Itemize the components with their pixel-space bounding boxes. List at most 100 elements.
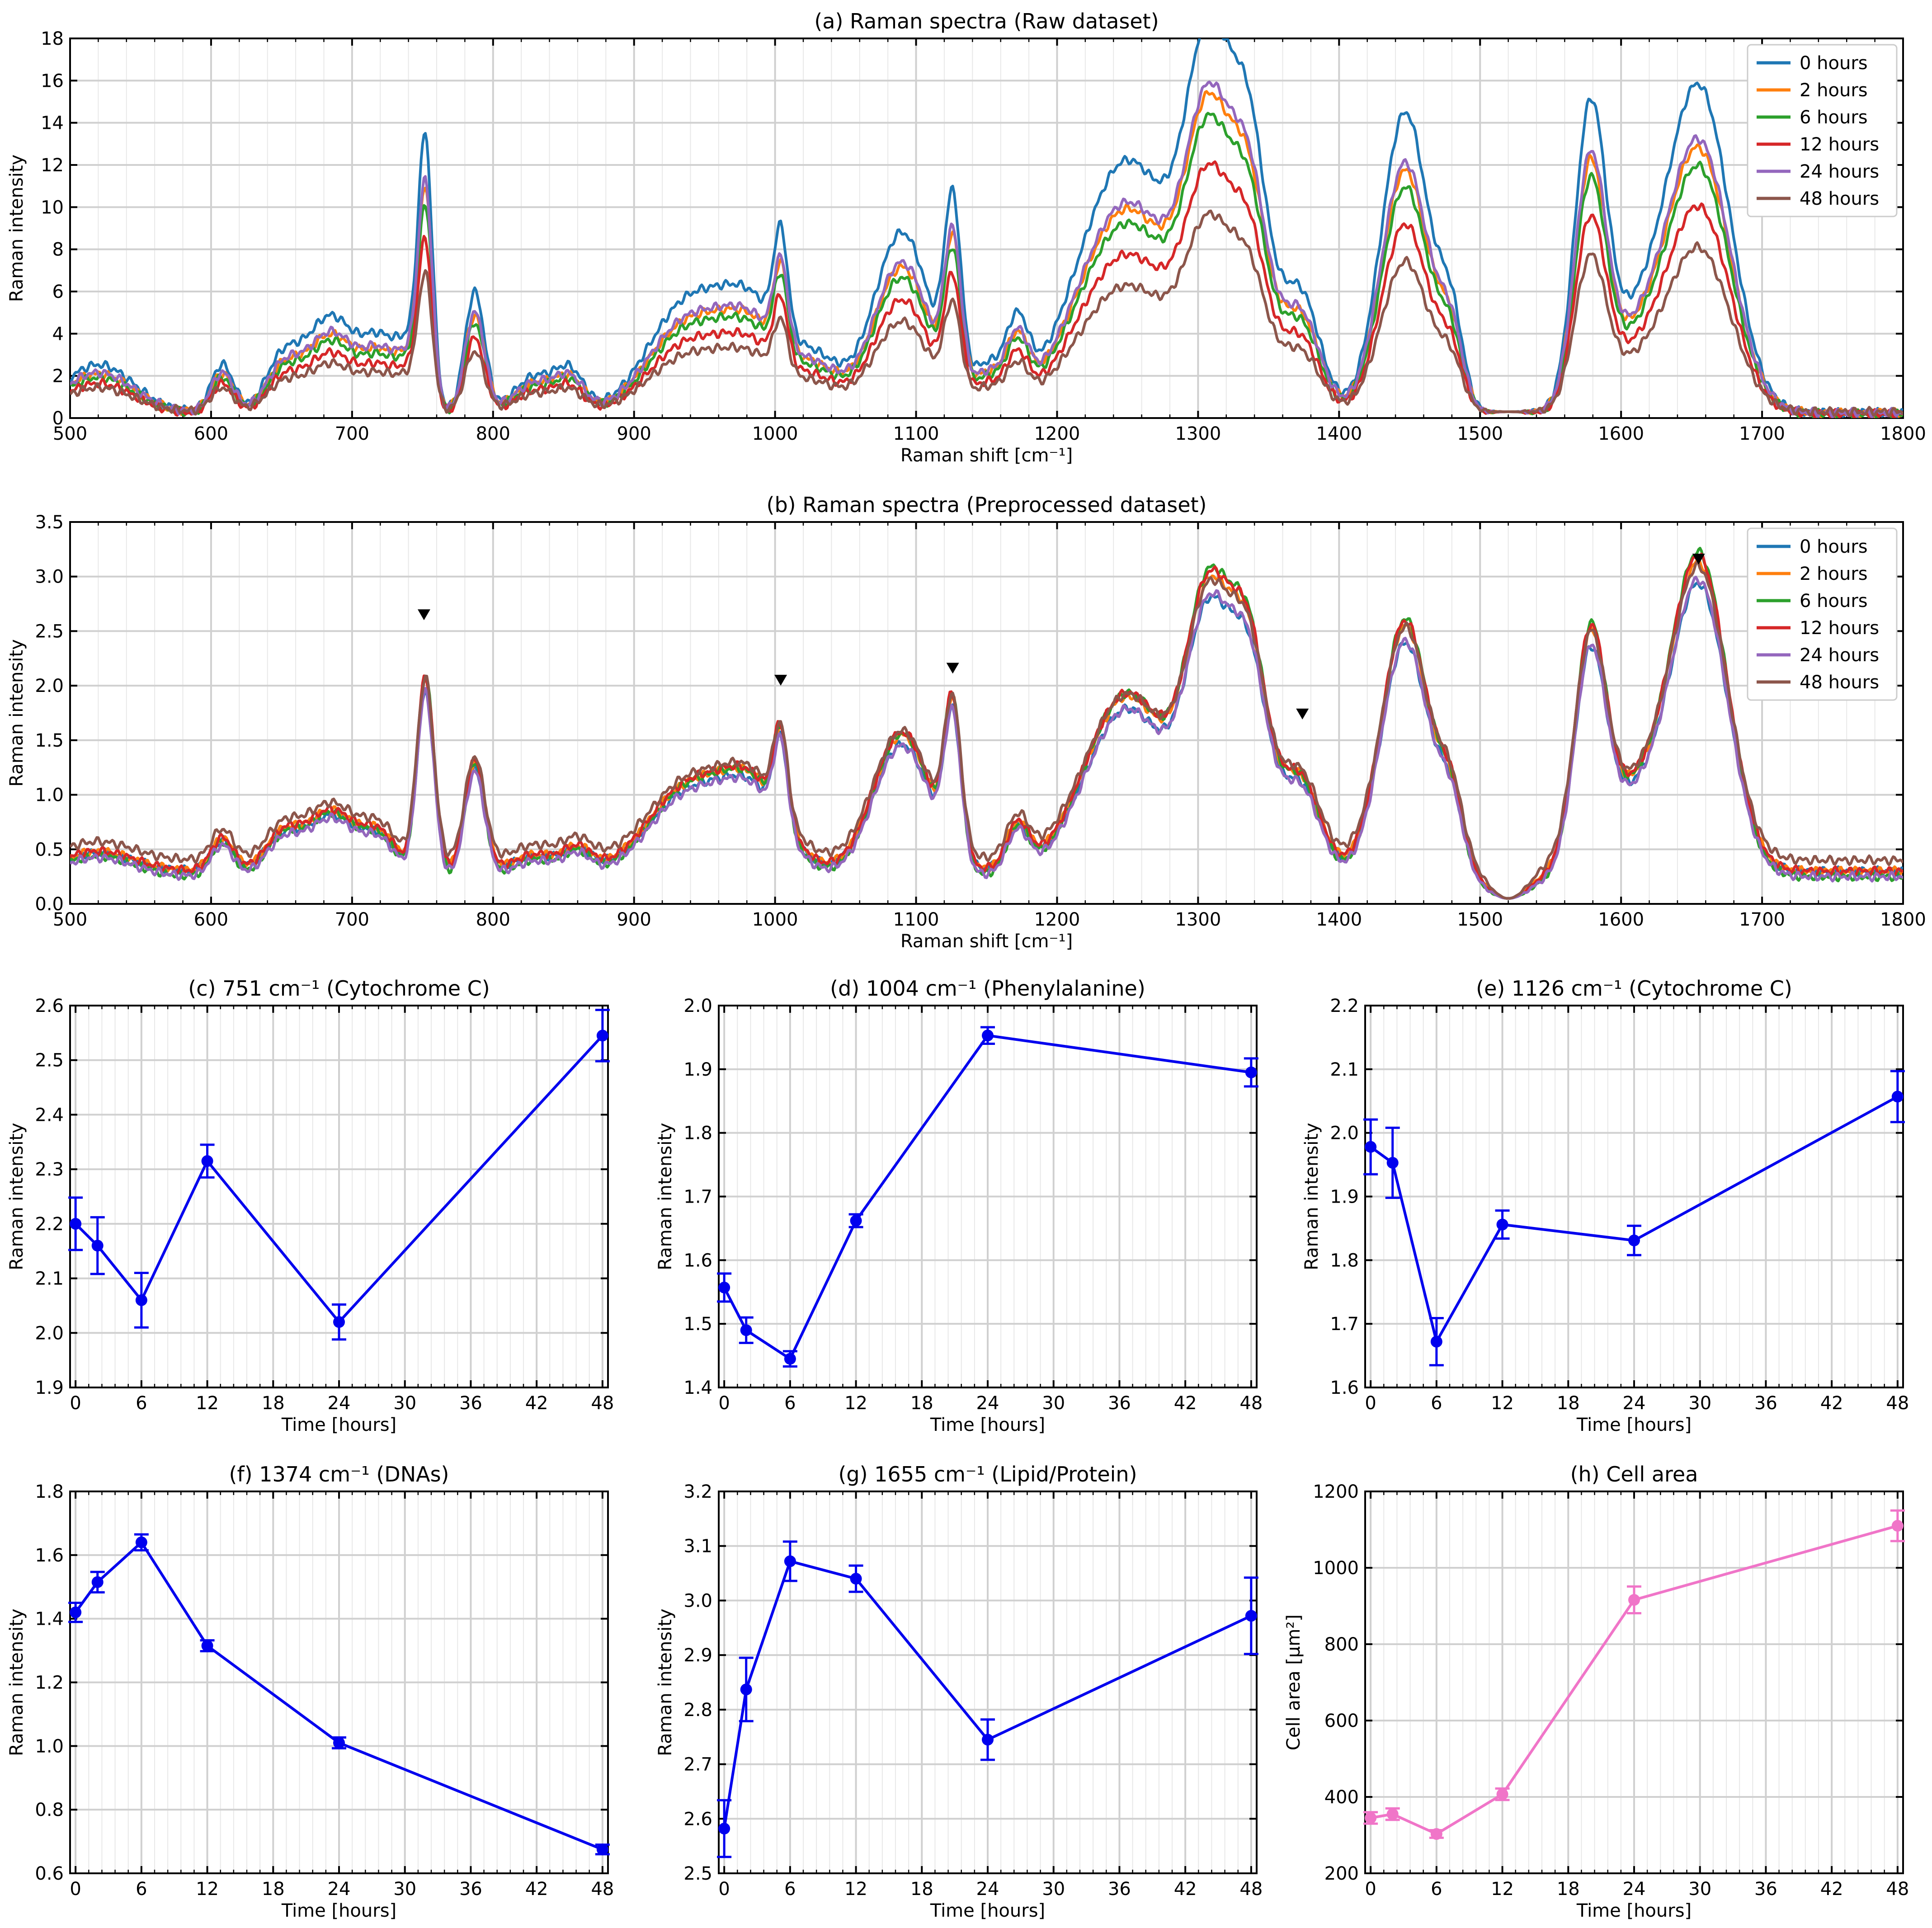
- panel-f-1374-dnas: 0 6 12 18 24 30 36 42 48 0.6 0.8 1.0 1.2 1.4 1.6 1.8 (f)…: [6, 1462, 614, 1921]
- data-point: [1245, 1066, 1257, 1078]
- x-tick-label: 18: [910, 1879, 933, 1900]
- x-tick-label: 18: [262, 1879, 285, 1900]
- series-line-12-hours: [70, 552, 1903, 900]
- y-tick-label: 1.6: [35, 1545, 64, 1566]
- y-tick-label: 1.8: [683, 1123, 712, 1144]
- data-point: [91, 1576, 104, 1588]
- series-line-0-hours: [70, 38, 1903, 418]
- panel-b-preprocessed-spectra: 500 600 700 800 900 1000 1100 1200 1300 1400 1500 1…: [6, 493, 1926, 952]
- series-line-24-hours: [70, 80, 1903, 418]
- x-tick-label: 1200: [1034, 423, 1080, 444]
- peak-marker: [1296, 708, 1309, 719]
- panel-e-1126-cytochrome-c: 0 6 12 18 24 30 36 42 48 1.6 1.7 1.8 1.9 2.0 2.1 2.2 (e)…: [1301, 976, 1909, 1435]
- y-tick-label: 1.9: [1330, 1187, 1359, 1208]
- y-tick-label: 2.5: [683, 1863, 712, 1884]
- y-tick-label: 1.0: [35, 1736, 64, 1757]
- y-tick-label: 3.0: [35, 567, 64, 588]
- x-tick-label: 1600: [1598, 423, 1644, 444]
- y-tick-label: 0: [52, 408, 64, 429]
- x-tick-label: 30: [1688, 1879, 1711, 1900]
- x-tick-label: 12: [844, 1879, 867, 1900]
- y-axis-label: Raman intensity: [6, 155, 27, 302]
- legend-label: 12 hours: [1800, 618, 1879, 639]
- panel-title: (a) Raman spectra (Raw dataset): [814, 9, 1159, 33]
- x-tick-label: 1100: [893, 423, 939, 444]
- x-tick-label: 1800: [1880, 909, 1926, 930]
- x-tick-label: 48: [1239, 1879, 1263, 1900]
- data-point: [596, 1843, 608, 1856]
- y-axis-label: Raman intensity: [655, 1123, 676, 1270]
- data-point: [1386, 1157, 1399, 1169]
- y-tick-label: 1.5: [35, 730, 64, 751]
- y-tick-label: 4: [52, 324, 64, 344]
- data-point: [850, 1573, 862, 1585]
- y-tick-label: 1.4: [683, 1378, 712, 1398]
- y-tick-label: 1.0: [35, 785, 64, 806]
- series-line-48-hours: [70, 560, 1903, 900]
- y-tick-label: 2.1: [1330, 1059, 1359, 1080]
- series-line-48-hours: [70, 209, 1903, 418]
- y-tick-label: 1000: [1313, 1558, 1359, 1579]
- x-tick-label: 24: [976, 1879, 999, 1900]
- y-tick-label: 2: [52, 366, 64, 387]
- data-point: [135, 1294, 147, 1306]
- data-point: [1891, 1520, 1904, 1532]
- x-tick-label: 1500: [1457, 423, 1503, 444]
- x-tick-label: 24: [976, 1393, 999, 1414]
- x-tick-label: 30: [393, 1879, 416, 1900]
- x-tick-label: 0: [1365, 1879, 1376, 1900]
- x-tick-label: 48: [1886, 1879, 1909, 1900]
- x-tick-label: 18: [1557, 1393, 1580, 1414]
- x-tick-label: 36: [1108, 1879, 1131, 1900]
- legend-label: 0 hours: [1800, 53, 1868, 74]
- panel-title: (g) 1655 cm⁻¹ (Lipid/Protein): [838, 1462, 1137, 1486]
- x-tick-label: 800: [476, 423, 510, 444]
- peak-marker: [774, 675, 787, 686]
- series-line: [723, 1034, 1252, 1361]
- y-tick-label: 0.8: [35, 1800, 64, 1820]
- x-tick-label: 1000: [752, 423, 798, 444]
- x-tick-label: 12: [1491, 1879, 1514, 1900]
- x-axis-label: Time [hours]: [1576, 1900, 1692, 1921]
- x-tick-label: 1400: [1316, 423, 1362, 444]
- x-tick-label: 1500: [1457, 909, 1503, 930]
- x-tick-label: 0: [718, 1393, 730, 1414]
- data-point: [718, 1823, 730, 1835]
- x-tick-label: 6: [136, 1393, 147, 1414]
- y-tick-label: 0.6: [35, 1863, 64, 1884]
- y-axis-label: Raman intensity: [6, 639, 27, 786]
- data-point: [70, 1606, 82, 1618]
- x-tick-label: 1300: [1175, 909, 1221, 930]
- x-axis-label: Time [hours]: [1576, 1415, 1692, 1435]
- x-tick-label: 6: [784, 1393, 796, 1414]
- x-tick-label: 0: [718, 1879, 730, 1900]
- y-tick-label: 2.5: [35, 1050, 64, 1071]
- x-axis-label: Time [hours]: [281, 1900, 396, 1921]
- y-tick-label: 6: [52, 282, 64, 302]
- data-point: [850, 1215, 862, 1227]
- y-tick-label: 3.5: [35, 512, 64, 533]
- y-tick-label: 1.8: [35, 1481, 64, 1502]
- x-tick-label: 30: [1688, 1393, 1711, 1414]
- y-tick-label: 2.8: [683, 1700, 712, 1721]
- x-axis-label: Raman shift [cm⁻¹]: [900, 445, 1073, 466]
- x-axis-label: Time [hours]: [930, 1900, 1045, 1921]
- data-point: [982, 1030, 994, 1042]
- y-tick-label: 2.2: [35, 1214, 64, 1235]
- y-tick-label: 2.0: [683, 996, 712, 1016]
- panel-d-1004-phenylalanine: 0 6 12 18 24 30 36 42 48 1.4 1.5 1.6 1.7 1.8 1.9 2.0 (d)…: [655, 976, 1263, 1435]
- y-tick-label: 12: [41, 155, 64, 176]
- y-tick-label: 3.0: [683, 1590, 712, 1611]
- y-tick-label: 2.1: [35, 1269, 64, 1289]
- x-tick-label: 1700: [1739, 423, 1785, 444]
- data-point: [1496, 1218, 1508, 1231]
- x-tick-label: 700: [335, 909, 369, 930]
- x-tick-label: 600: [194, 423, 228, 444]
- y-axis-label: Cell area [μm²]: [1283, 1614, 1304, 1750]
- x-axis-label: Time [hours]: [281, 1415, 396, 1435]
- panel-g-1655-lipid-protein: 0 6 12 18 24 30 36 42 48 2.5 2.6 2.7 2.8 2.9 3.0 3.1 3.2…: [655, 1462, 1263, 1921]
- data-point: [718, 1281, 730, 1293]
- y-tick-label: 1.9: [35, 1378, 64, 1398]
- panel-c-751-cytochrome-c: 0 6 12 18 24 30 36 42 48 1.9 2.0 2.1 2.2 2.3 2.4 2.5 2.6…: [6, 976, 614, 1435]
- x-tick-label: 42: [1820, 1879, 1843, 1900]
